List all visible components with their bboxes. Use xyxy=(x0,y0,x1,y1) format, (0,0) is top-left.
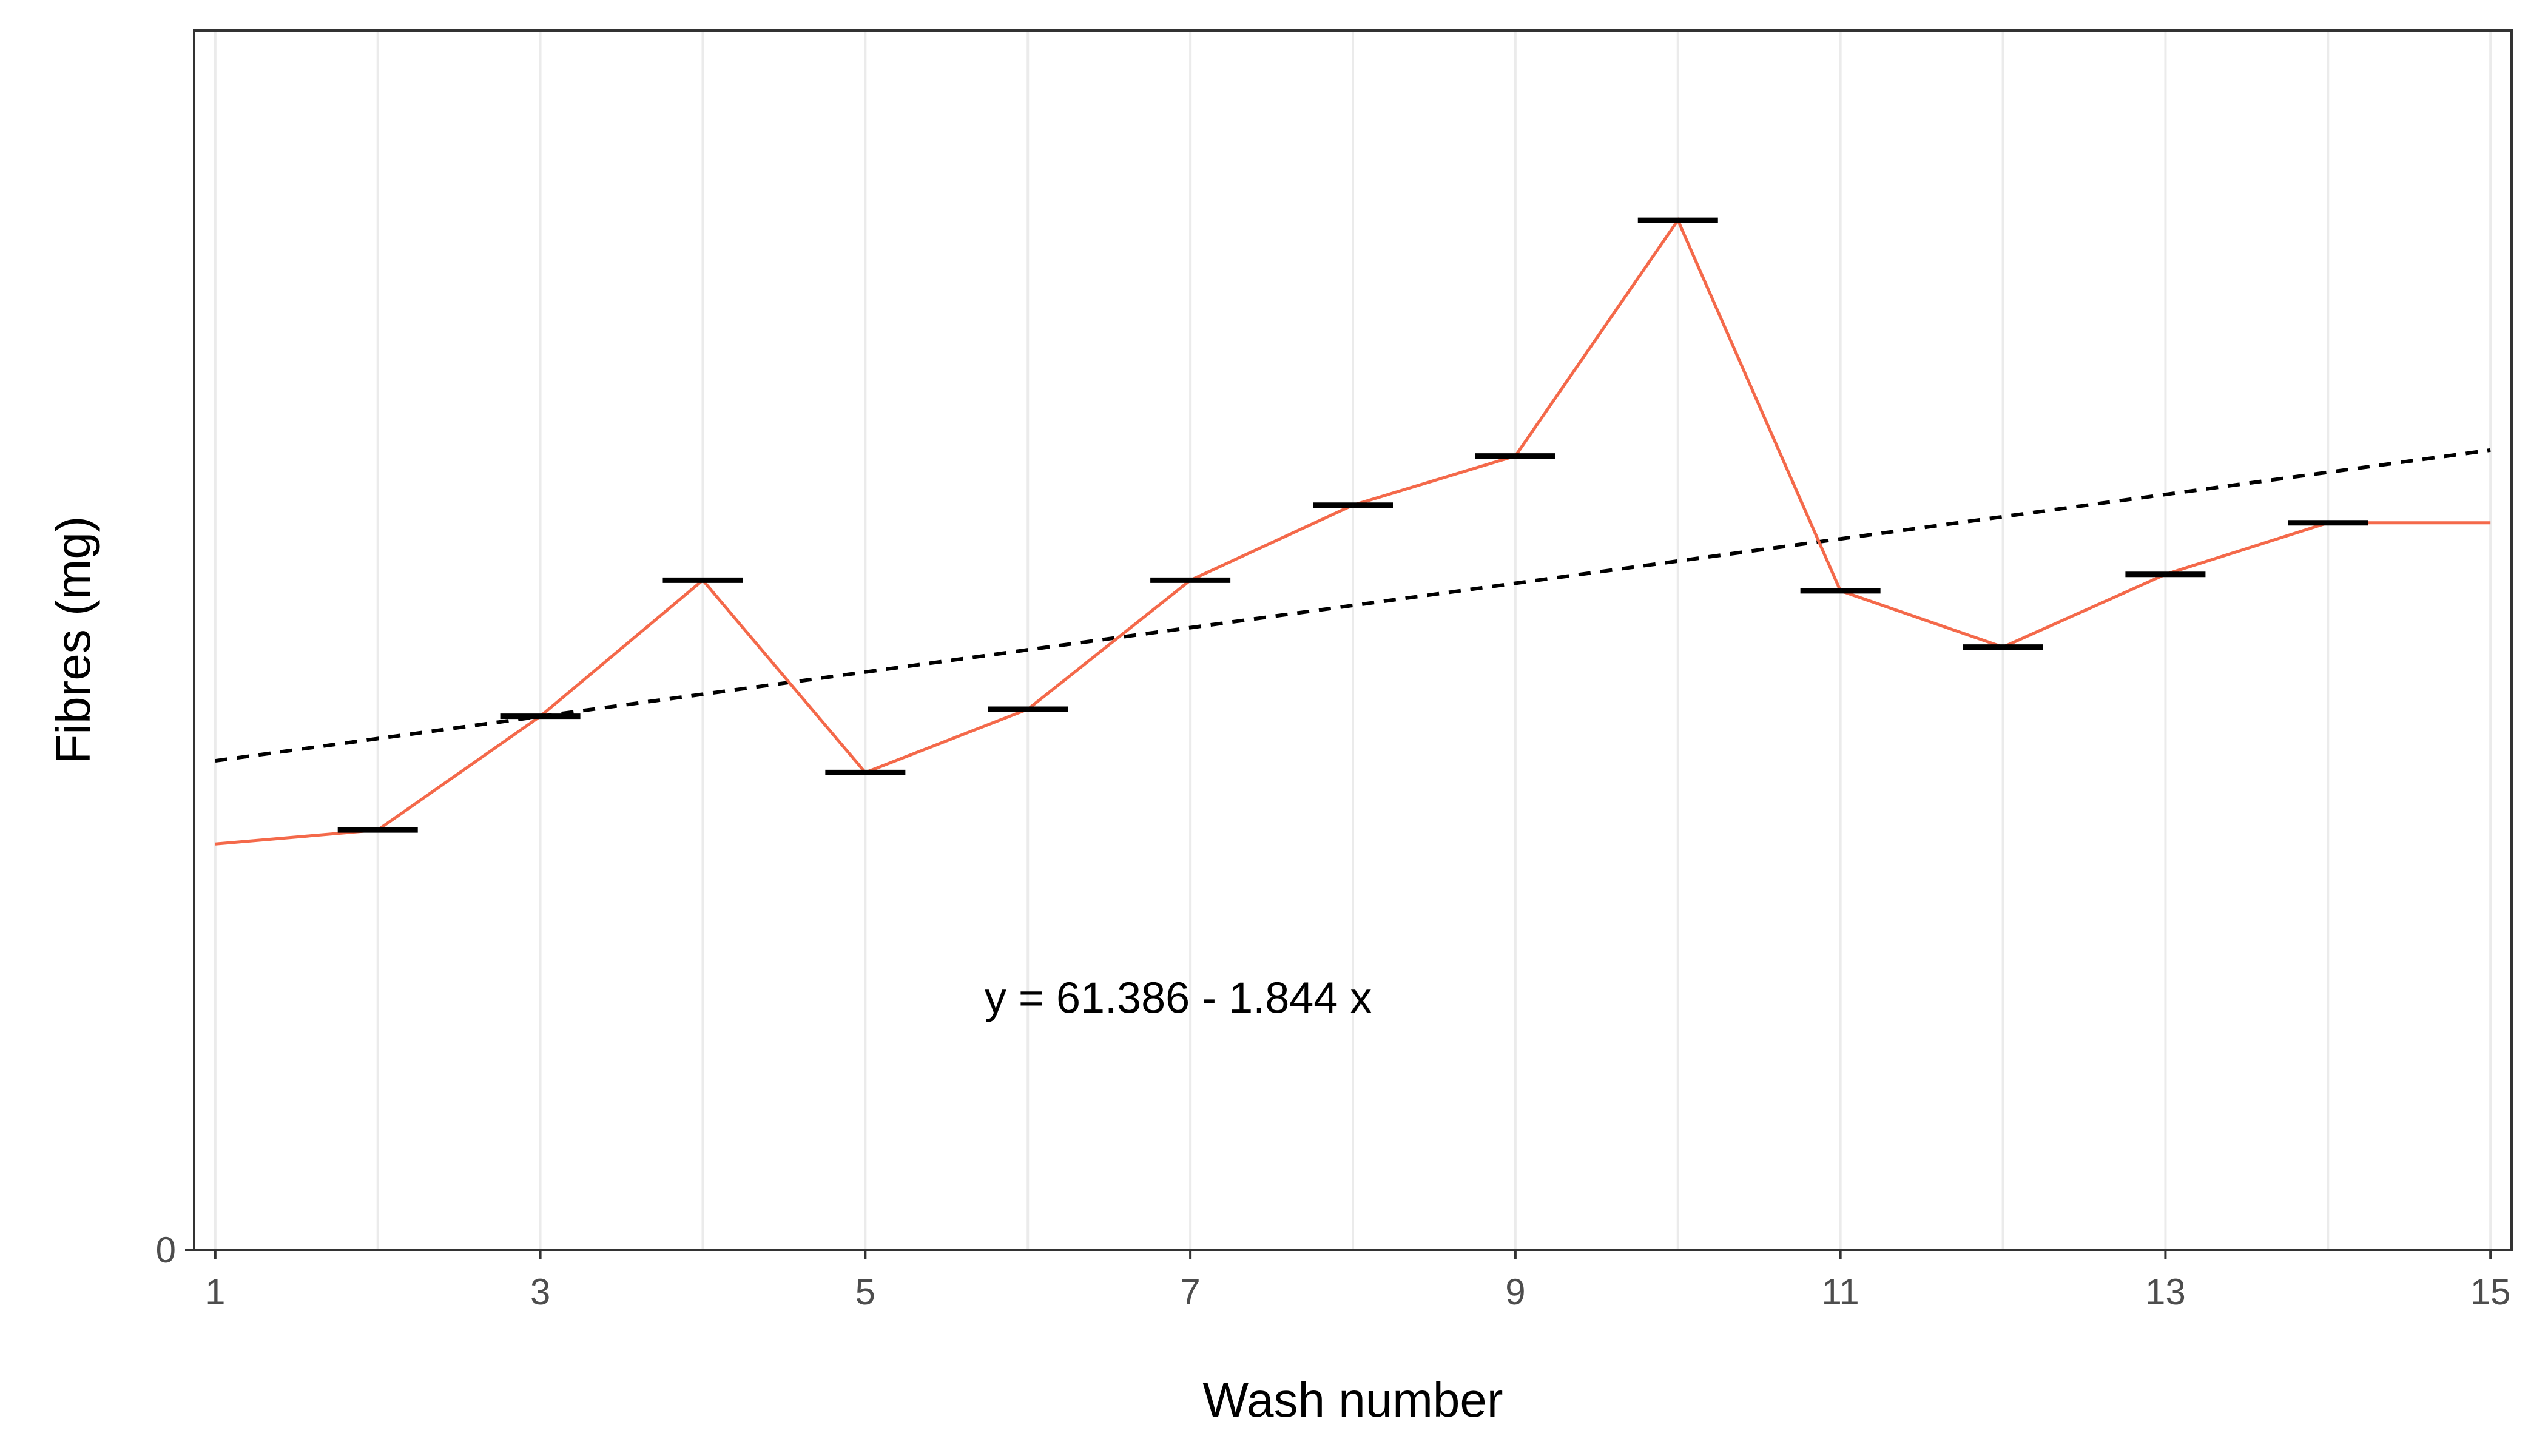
x-tick-label: 3 xyxy=(530,1272,550,1312)
y-axis-title: Fibres (mg) xyxy=(46,516,100,764)
x-tick-label: 1 xyxy=(205,1272,225,1312)
x-tick-label: 11 xyxy=(1821,1272,1859,1312)
grid-lines xyxy=(214,30,2492,1250)
x-tick-label: 5 xyxy=(855,1272,875,1312)
marker-layer xyxy=(337,217,2368,833)
x-tick-label: 7 xyxy=(1180,1272,1200,1312)
x-tick-label: 9 xyxy=(1505,1272,1525,1312)
panel-border xyxy=(193,29,2513,1251)
axes: 1 3 5 7 9 11 13 150 xyxy=(156,1230,2511,1312)
x-tick-label: 15 xyxy=(2470,1272,2511,1312)
x-tick-label: 13 xyxy=(2145,1272,2186,1312)
trend-layer xyxy=(215,448,2491,763)
regression-equation: y = 61.386 - 1.844 x xyxy=(985,974,1372,1022)
y-tick-label: 0 xyxy=(156,1230,176,1270)
x-axis-title: Wash number xyxy=(1203,1373,1503,1427)
trend-line xyxy=(215,448,2491,763)
